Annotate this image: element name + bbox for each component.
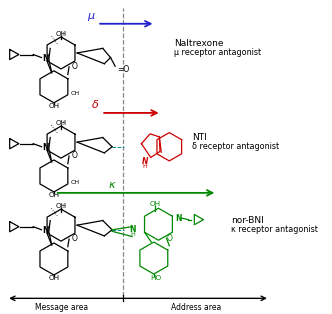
Text: N: N (141, 157, 148, 166)
Text: μ receptor antagonist: μ receptor antagonist (174, 47, 261, 57)
Text: OH: OH (48, 103, 59, 109)
Text: O: O (72, 151, 78, 160)
Text: OH: OH (150, 201, 161, 207)
Text: O: O (72, 62, 78, 71)
Text: O: O (72, 235, 78, 243)
Text: HO: HO (150, 275, 161, 281)
Text: N: N (175, 214, 182, 223)
Text: OH: OH (55, 120, 67, 126)
Text: =O: =O (118, 65, 130, 74)
Text: N: N (129, 225, 136, 234)
Text: OH: OH (48, 192, 59, 198)
Text: Address area: Address area (171, 303, 221, 312)
Text: nor-BNI: nor-BNI (231, 216, 264, 225)
Text: H: H (130, 231, 135, 236)
Text: NTI: NTI (193, 133, 207, 142)
Text: μ: μ (87, 11, 95, 21)
Text: H: H (142, 164, 147, 169)
Text: OH: OH (55, 30, 67, 37)
Text: N: N (42, 54, 48, 63)
Text: O: O (166, 234, 172, 243)
Text: Message area: Message area (35, 303, 88, 312)
Text: N: N (42, 143, 48, 152)
Text: δ receptor antagonist: δ receptor antagonist (193, 142, 280, 151)
Text: N: N (42, 226, 48, 235)
Text: Naltrexone: Naltrexone (174, 39, 223, 48)
Text: CH: CH (70, 180, 79, 185)
Text: OH: OH (55, 203, 67, 209)
Text: OH: OH (48, 275, 59, 281)
Text: κ receptor antagonist: κ receptor antagonist (231, 225, 318, 234)
Text: δ: δ (92, 100, 98, 111)
Text: κ: κ (109, 181, 115, 190)
Text: CH: CH (70, 91, 79, 96)
